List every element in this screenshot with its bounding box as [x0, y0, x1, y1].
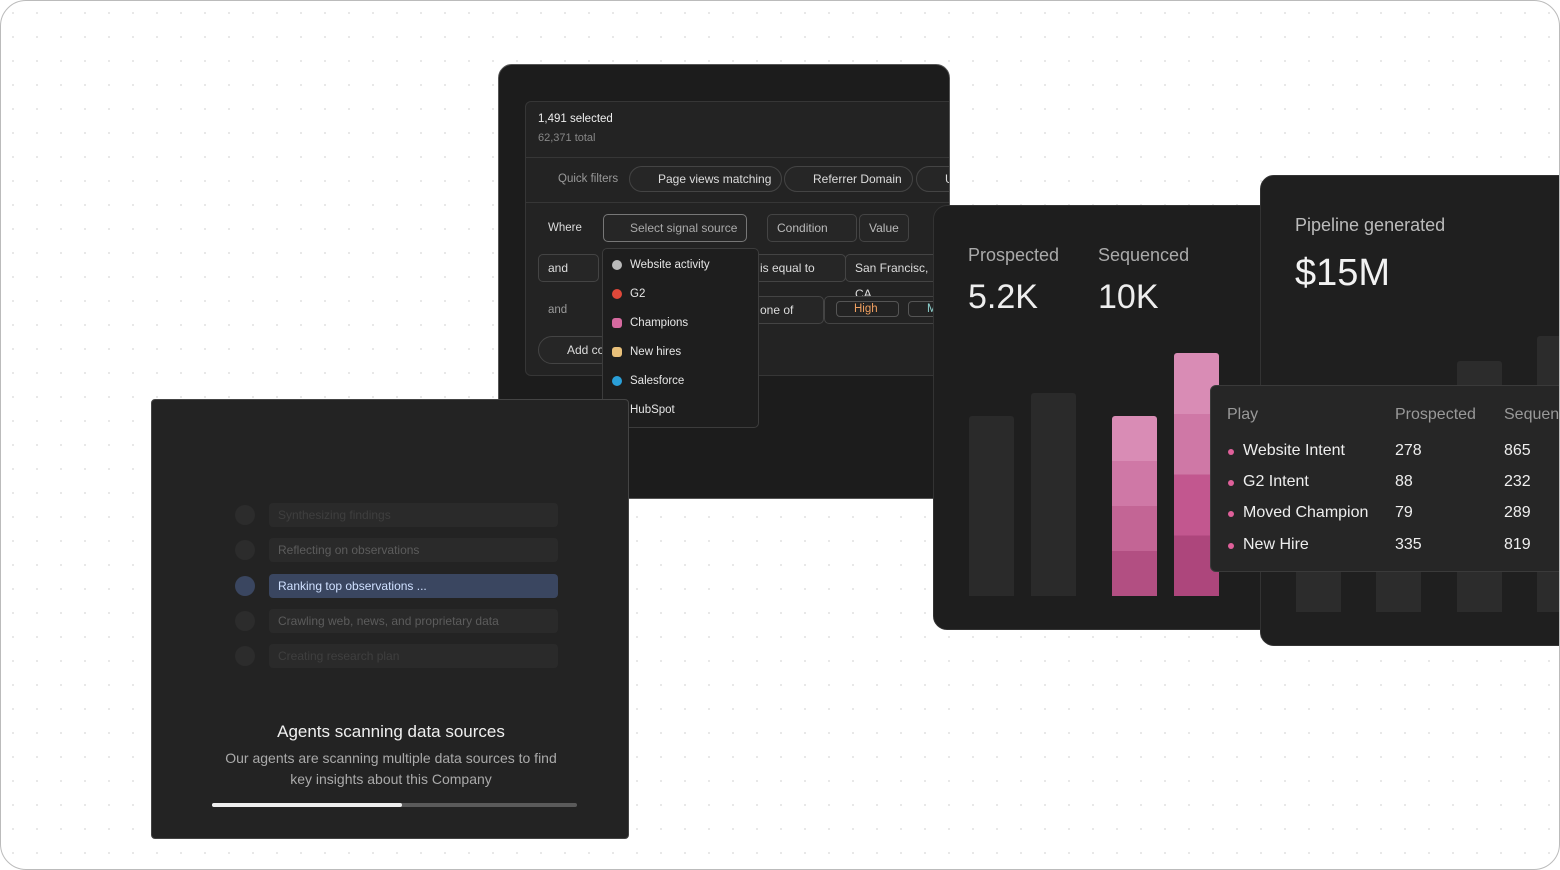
play-table: Play Prospected Sequen Website Intent 278…: [1210, 385, 1560, 572]
icon: [612, 376, 622, 386]
column-header: Prospected: [1395, 406, 1476, 423]
row-dot: [1228, 449, 1234, 455]
sequenced: 865: [1504, 442, 1531, 459]
value-input[interactable]: Value: [859, 214, 909, 242]
op-select[interactable]: is equal to: [750, 254, 846, 282]
option[interactable]: New hires: [630, 346, 682, 358]
tag[interactable]: High: [836, 301, 899, 317]
icon: [612, 260, 622, 270]
play-name: New Hire: [1243, 536, 1309, 553]
metric-label: Prospected: [968, 245, 1060, 265]
where: Where: [548, 222, 582, 234]
progress-track: [212, 803, 577, 807]
add-condition[interactable]: Add co: [538, 336, 615, 364]
total-count: 62,371 total: [538, 132, 596, 144]
agents-panel: Agents scanning data sources Our agents …: [151, 399, 629, 839]
divider: [526, 157, 949, 158]
column-header: Play: [1227, 406, 1259, 423]
option[interactable]: G2: [630, 288, 646, 300]
prospected: 335: [1395, 536, 1422, 553]
column-header: Sequen: [1504, 406, 1560, 423]
prospected: 88: [1395, 473, 1413, 490]
metric-label: Sequenced: [1098, 245, 1190, 265]
step: Creating research plan: [269, 644, 558, 668]
icon: [612, 289, 622, 299]
step-icon: [235, 576, 255, 596]
step-icon: [235, 505, 255, 525]
icon: [612, 318, 622, 328]
step-icon: [235, 540, 255, 560]
step-icon: [235, 611, 255, 631]
pipeline-label: Pipeline generated: [1295, 215, 1446, 235]
bar: [1296, 566, 1341, 612]
filter-panel: 1,491 selected 62,371 total Quick filter…: [498, 64, 950, 499]
agents-description: key insights about this Company: [290, 771, 492, 787]
value-box[interactable]: San Francisc, CA: [845, 254, 949, 301]
row-dot: [1228, 480, 1234, 486]
op-select[interactable]: one of: [750, 296, 825, 324]
bar: [1031, 393, 1076, 596]
tag-box: [824, 296, 949, 324]
play-name: G2 Intent: [1243, 473, 1309, 490]
selected-count: 1,491 selected: [538, 113, 613, 125]
quick-filters[interactable]: Quick filters: [558, 173, 619, 185]
metric-value: 10K: [1098, 278, 1159, 316]
dropdown: Website activity G2 Champions New hires …: [602, 248, 759, 428]
chip[interactable]: U: [916, 166, 949, 192]
metric-value: 5.2K: [968, 278, 1038, 316]
sequenced: 232: [1504, 473, 1531, 490]
agents-title: Agents scanning data sources: [277, 722, 505, 741]
icon: [612, 347, 622, 357]
agents-description: Our agents are scanning multiple data so…: [225, 750, 557, 766]
pipeline-value: $15M: [1295, 252, 1391, 294]
stats-panel: Prospected 5.2K Sequenced 10K: [933, 205, 1293, 630]
prospected: 79: [1395, 504, 1413, 521]
divider: [526, 202, 949, 203]
condition-select[interactable]: Condition: [767, 214, 857, 242]
step-active: Ranking top observations ...: [269, 574, 558, 598]
option[interactable]: HubSpot: [630, 404, 675, 416]
step: Reflecting on observations: [269, 538, 558, 562]
play-name: Website Intent: [1243, 442, 1345, 459]
sequenced: 819: [1504, 536, 1531, 553]
bar: [1112, 416, 1157, 596]
row-dot: [1228, 543, 1234, 549]
conj: and: [548, 304, 568, 316]
chip[interactable]: Page views matching: [629, 166, 783, 192]
signal-source-select[interactable]: Select signal source: [603, 214, 748, 242]
step-icon: [235, 646, 255, 666]
step: Synthesizing findings: [269, 503, 558, 527]
option[interactable]: Champions: [630, 317, 689, 329]
bar: [1376, 566, 1421, 612]
option[interactable]: Website activity: [630, 259, 710, 271]
conj-select[interactable]: and: [538, 254, 600, 282]
play-name: Moved Champion: [1243, 504, 1369, 521]
row-dot: [1228, 511, 1234, 517]
progress-fill: [212, 803, 402, 807]
option[interactable]: Salesforce: [630, 375, 685, 387]
step: Crawling web, news, and proprietary data: [269, 609, 558, 633]
sequenced: 289: [1504, 504, 1531, 521]
prospected: 278: [1395, 442, 1422, 459]
chip[interactable]: Referrer Domain: [784, 166, 913, 192]
bar: [969, 416, 1014, 596]
